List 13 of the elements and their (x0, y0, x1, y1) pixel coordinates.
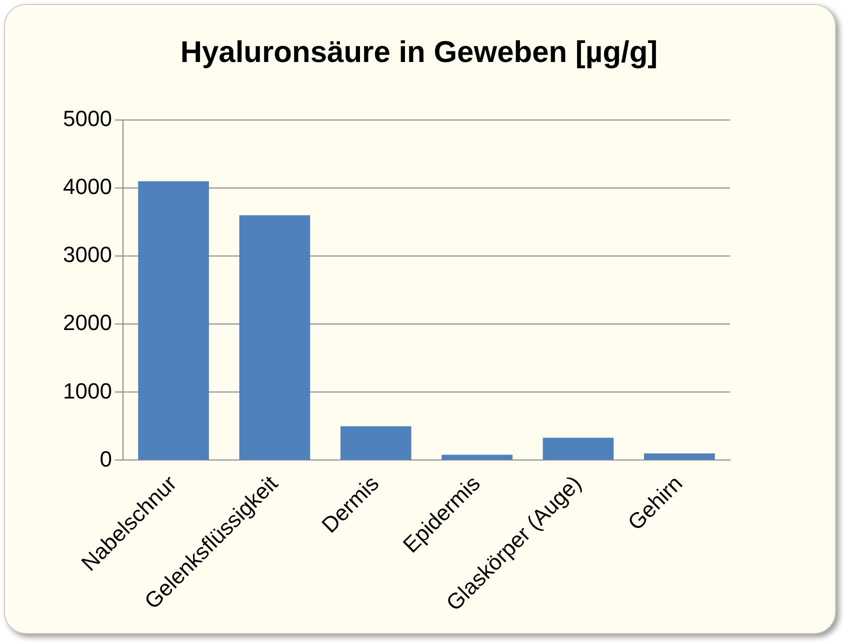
y-tick-label: 4000 (62, 174, 112, 200)
y-tick-label: 3000 (62, 242, 112, 268)
bar (138, 181, 209, 460)
y-tick-label: 2000 (62, 310, 112, 336)
bar (542, 438, 614, 460)
bar (340, 426, 412, 460)
y-tick-label: 1000 (62, 378, 112, 404)
bar (442, 454, 512, 460)
bar (644, 453, 715, 460)
bar (239, 215, 310, 460)
chart-title: Hyaluronsäure in Geweben [µg/g] (179, 36, 659, 70)
y-tick-label: 5000 (62, 106, 112, 132)
y-tick-label: 0 (100, 446, 112, 472)
